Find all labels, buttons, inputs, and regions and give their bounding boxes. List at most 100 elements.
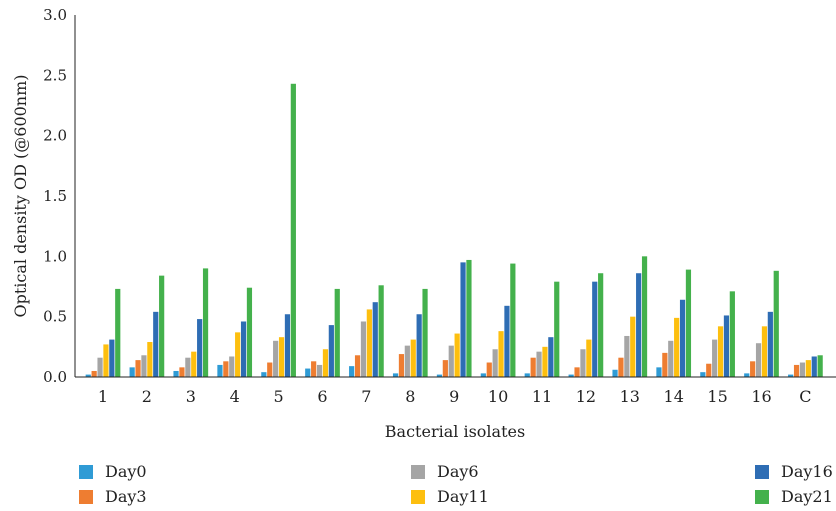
bar-day21-isolate-6: [334, 288, 340, 377]
bar-day6-isolate-3: [185, 357, 191, 377]
bar-day21-isolate-14: [685, 269, 692, 377]
bar-day16-isolate-4: [240, 321, 247, 377]
y-tick-label: 2.0: [43, 127, 67, 145]
bar-day21-isolate-12: [598, 273, 604, 377]
x-tick-label: 5: [274, 387, 284, 406]
bar-day11-isolate-3: [191, 351, 197, 377]
bar-day6-isolate-9: [448, 345, 454, 377]
x-tick-label: 9: [449, 387, 459, 406]
bar-day21-isolate-5: [290, 83, 296, 377]
x-tick-label: 12: [576, 387, 596, 406]
x-tick-label: 1: [98, 387, 108, 406]
bar-day0-isolate-6: [305, 368, 311, 377]
bar-day3-isolate-9: [442, 360, 448, 377]
y-tick-label: 2.5: [43, 66, 67, 84]
bar-day21-isolate-10: [510, 263, 516, 377]
bar-day16-isolate-15: [723, 315, 730, 377]
bar-day3-isolate-3: [179, 367, 185, 377]
bar-day3-isolate-1: [91, 370, 97, 377]
bar-day16-isolate-9: [460, 262, 466, 377]
x-tick-label: 15: [707, 387, 727, 406]
x-axis-title: Bacterial isolates: [385, 422, 525, 441]
bar-day11-isolate-6: [322, 349, 329, 377]
bar-day0-isolate-1: [85, 374, 91, 377]
x-tick-label: 3: [186, 387, 196, 406]
bar-day21-isolate-1: [115, 288, 121, 377]
bar-day0-isolate-8: [392, 373, 399, 377]
bar-day6-isolate-1: [97, 357, 103, 377]
bar-day3-isolate-c: [793, 364, 800, 377]
bar-day21-isolate-9: [466, 259, 472, 377]
y-tick-label: 1.0: [43, 247, 67, 265]
bar-day11-isolate-15: [717, 326, 724, 377]
bar-day0-isolate-12: [568, 374, 574, 377]
bar-day16-isolate-6: [328, 325, 334, 377]
x-tick-label: 4: [230, 387, 240, 406]
bar-day11-isolate-14: [674, 317, 680, 377]
bar-day0-isolate-15: [700, 372, 706, 377]
bar-day3-isolate-13: [618, 357, 624, 377]
bar-day3-isolate-2: [135, 360, 141, 377]
bar-day11-isolate-12: [586, 339, 592, 377]
bar-day6-isolate-10: [492, 349, 498, 377]
bar-day11-isolate-1: [103, 344, 109, 377]
x-tick-label: 6: [317, 387, 327, 406]
bar-day16-isolate-7: [372, 302, 378, 377]
bar-day6-isolate-5: [273, 340, 279, 377]
bar-day6-isolate-6: [316, 364, 323, 377]
bar-day21-isolate-8: [422, 288, 428, 377]
x-tick-label: 8: [405, 387, 415, 406]
bar-day0-isolate-14: [656, 367, 662, 377]
y-tick-label: 1.5: [43, 187, 67, 205]
bar-day11-isolate-7: [366, 309, 372, 377]
bars-layer: [85, 83, 823, 377]
bar-day16-isolate-13: [636, 273, 642, 377]
bar-day6-isolate-c: [799, 362, 806, 377]
bar-day3-isolate-14: [662, 352, 668, 377]
bar-day16-isolate-2: [153, 311, 159, 377]
x-tick-label: C: [799, 387, 811, 406]
bar-day6-isolate-11: [536, 351, 542, 377]
bar-day3-isolate-4: [223, 361, 229, 377]
bar-day11-isolate-9: [454, 333, 460, 377]
x-tick-label: 7: [361, 387, 371, 406]
bar-day21-isolate-11: [554, 281, 560, 377]
bar-day3-isolate-8: [398, 354, 405, 377]
bar-day16-isolate-14: [679, 299, 686, 377]
y-tick-label: 0.0: [43, 368, 67, 386]
bar-day0-isolate-16: [744, 373, 750, 377]
bar-day6-isolate-8: [404, 345, 410, 377]
bar-day11-isolate-2: [147, 342, 153, 377]
bar-day6-isolate-4: [229, 356, 235, 377]
bar-day16-isolate-11: [548, 337, 554, 377]
bar-day0-isolate-5: [261, 372, 267, 377]
bar-day11-isolate-c: [805, 360, 811, 377]
bar-day21-isolate-3: [202, 268, 209, 377]
bar-day3-isolate-6: [311, 361, 317, 377]
bar-day11-isolate-11: [542, 346, 548, 377]
bar-day11-isolate-8: [410, 339, 416, 377]
x-tick-label: 10: [488, 387, 508, 406]
bar-day21-isolate-13: [641, 256, 648, 377]
x-tick-label: 16: [751, 387, 771, 406]
bar-day0-isolate-c: [788, 374, 794, 377]
bar-day3-isolate-10: [486, 362, 492, 377]
bar-day16-isolate-5: [284, 314, 291, 377]
bar-day0-isolate-11: [524, 373, 530, 377]
bar-day11-isolate-5: [278, 337, 285, 377]
bar-day16-isolate-16: [767, 311, 773, 377]
axes-layer: [74, 15, 836, 378]
bar-day6-isolate-13: [624, 335, 630, 377]
bar-day11-isolate-16: [761, 326, 768, 377]
bar-day21-isolate-c: [817, 355, 823, 377]
y-axis-title: Optical density OD (@600nm): [11, 74, 30, 317]
bar-day0-isolate-2: [129, 367, 135, 377]
bar-day6-isolate-2: [141, 355, 147, 377]
bar-day0-isolate-10: [480, 373, 486, 377]
bar-day16-isolate-1: [109, 339, 115, 377]
bar-day6-isolate-15: [712, 339, 718, 377]
y-tick-labels: 0.0 0.5 1.0 1.5 2.0 2.5 3.0: [43, 6, 67, 386]
bar-day16-isolate-c: [811, 356, 817, 377]
bar-day21-isolate-16: [773, 270, 779, 377]
